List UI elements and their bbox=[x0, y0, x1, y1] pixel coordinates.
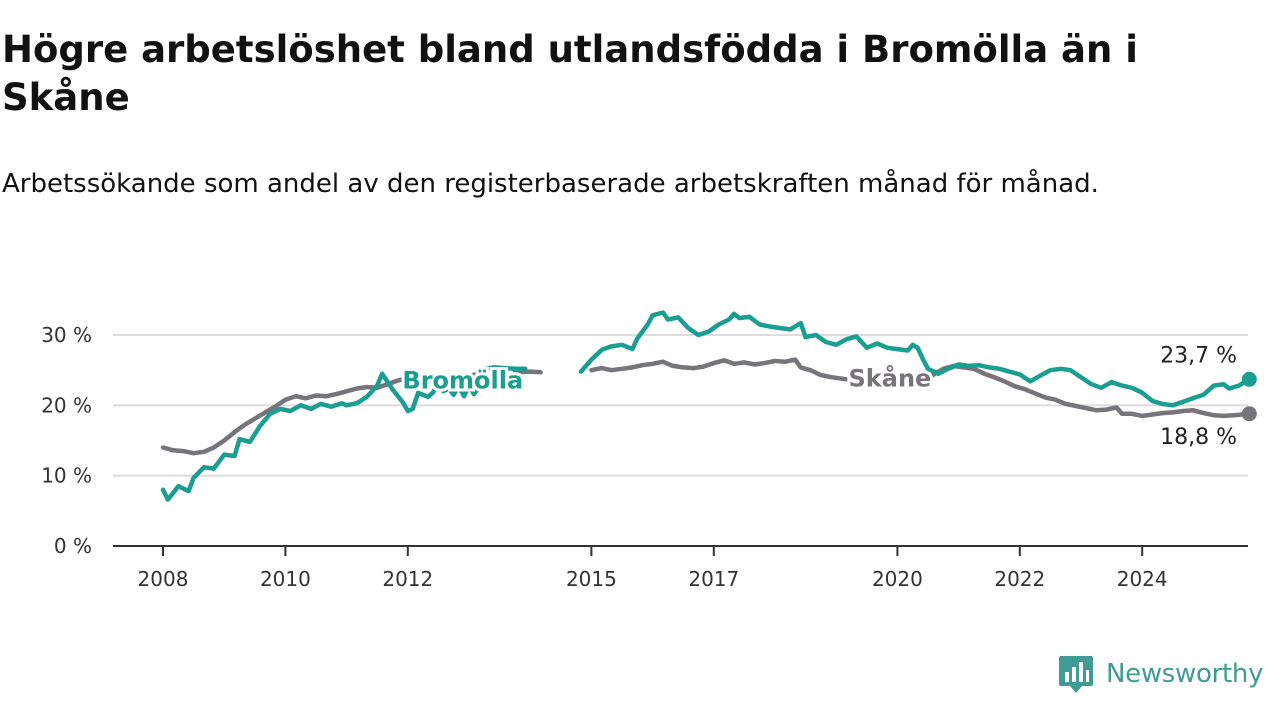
brand-name: Newsworthy bbox=[1106, 659, 1264, 689]
chart-subtitle: Arbetssökande som andel av den registerb… bbox=[2, 169, 1099, 199]
end-point-skane bbox=[1241, 406, 1257, 422]
y-tick-label: 20 % bbox=[41, 393, 92, 417]
series-line-skane bbox=[512, 369, 543, 375]
y-tick-label: 0 % bbox=[54, 534, 92, 558]
series-label-bromolla: Bromölla bbox=[402, 367, 523, 395]
chart-title: Högre arbetslöshet bland utlandsfödda i … bbox=[2, 28, 1138, 119]
series-line-bromolla bbox=[482, 365, 528, 372]
x-tick-label: 2022 bbox=[994, 567, 1045, 591]
series-line-skane bbox=[910, 363, 1252, 419]
x-tick-label: 2020 bbox=[872, 567, 923, 591]
x-tick-label: 2010 bbox=[260, 567, 311, 591]
series-label-skane: Skåne bbox=[849, 364, 932, 393]
end-point-bromolla bbox=[1241, 371, 1257, 387]
series-line-skane bbox=[589, 357, 849, 382]
series-line-bromolla bbox=[160, 371, 482, 502]
newsworthy-brand: Newsworthy bbox=[1058, 652, 1263, 696]
x-tick-label: 2015 bbox=[566, 567, 617, 591]
series-line-bromolla bbox=[578, 310, 1252, 408]
newsworthy-logo-icon bbox=[1059, 656, 1093, 693]
y-tick-label: 10 % bbox=[41, 464, 92, 488]
x-tick-label: 2017 bbox=[688, 567, 739, 591]
end-value-label-skane: 18,8 % bbox=[1160, 425, 1237, 450]
end-value-label-bromolla: 23,7 % bbox=[1160, 343, 1237, 368]
y-tick-label: 30 % bbox=[41, 323, 92, 347]
x-tick-label: 2024 bbox=[1117, 567, 1168, 591]
x-tick-label: 2012 bbox=[382, 567, 433, 591]
x-tick-label: 2008 bbox=[138, 567, 189, 591]
series-line-skane bbox=[160, 371, 482, 456]
